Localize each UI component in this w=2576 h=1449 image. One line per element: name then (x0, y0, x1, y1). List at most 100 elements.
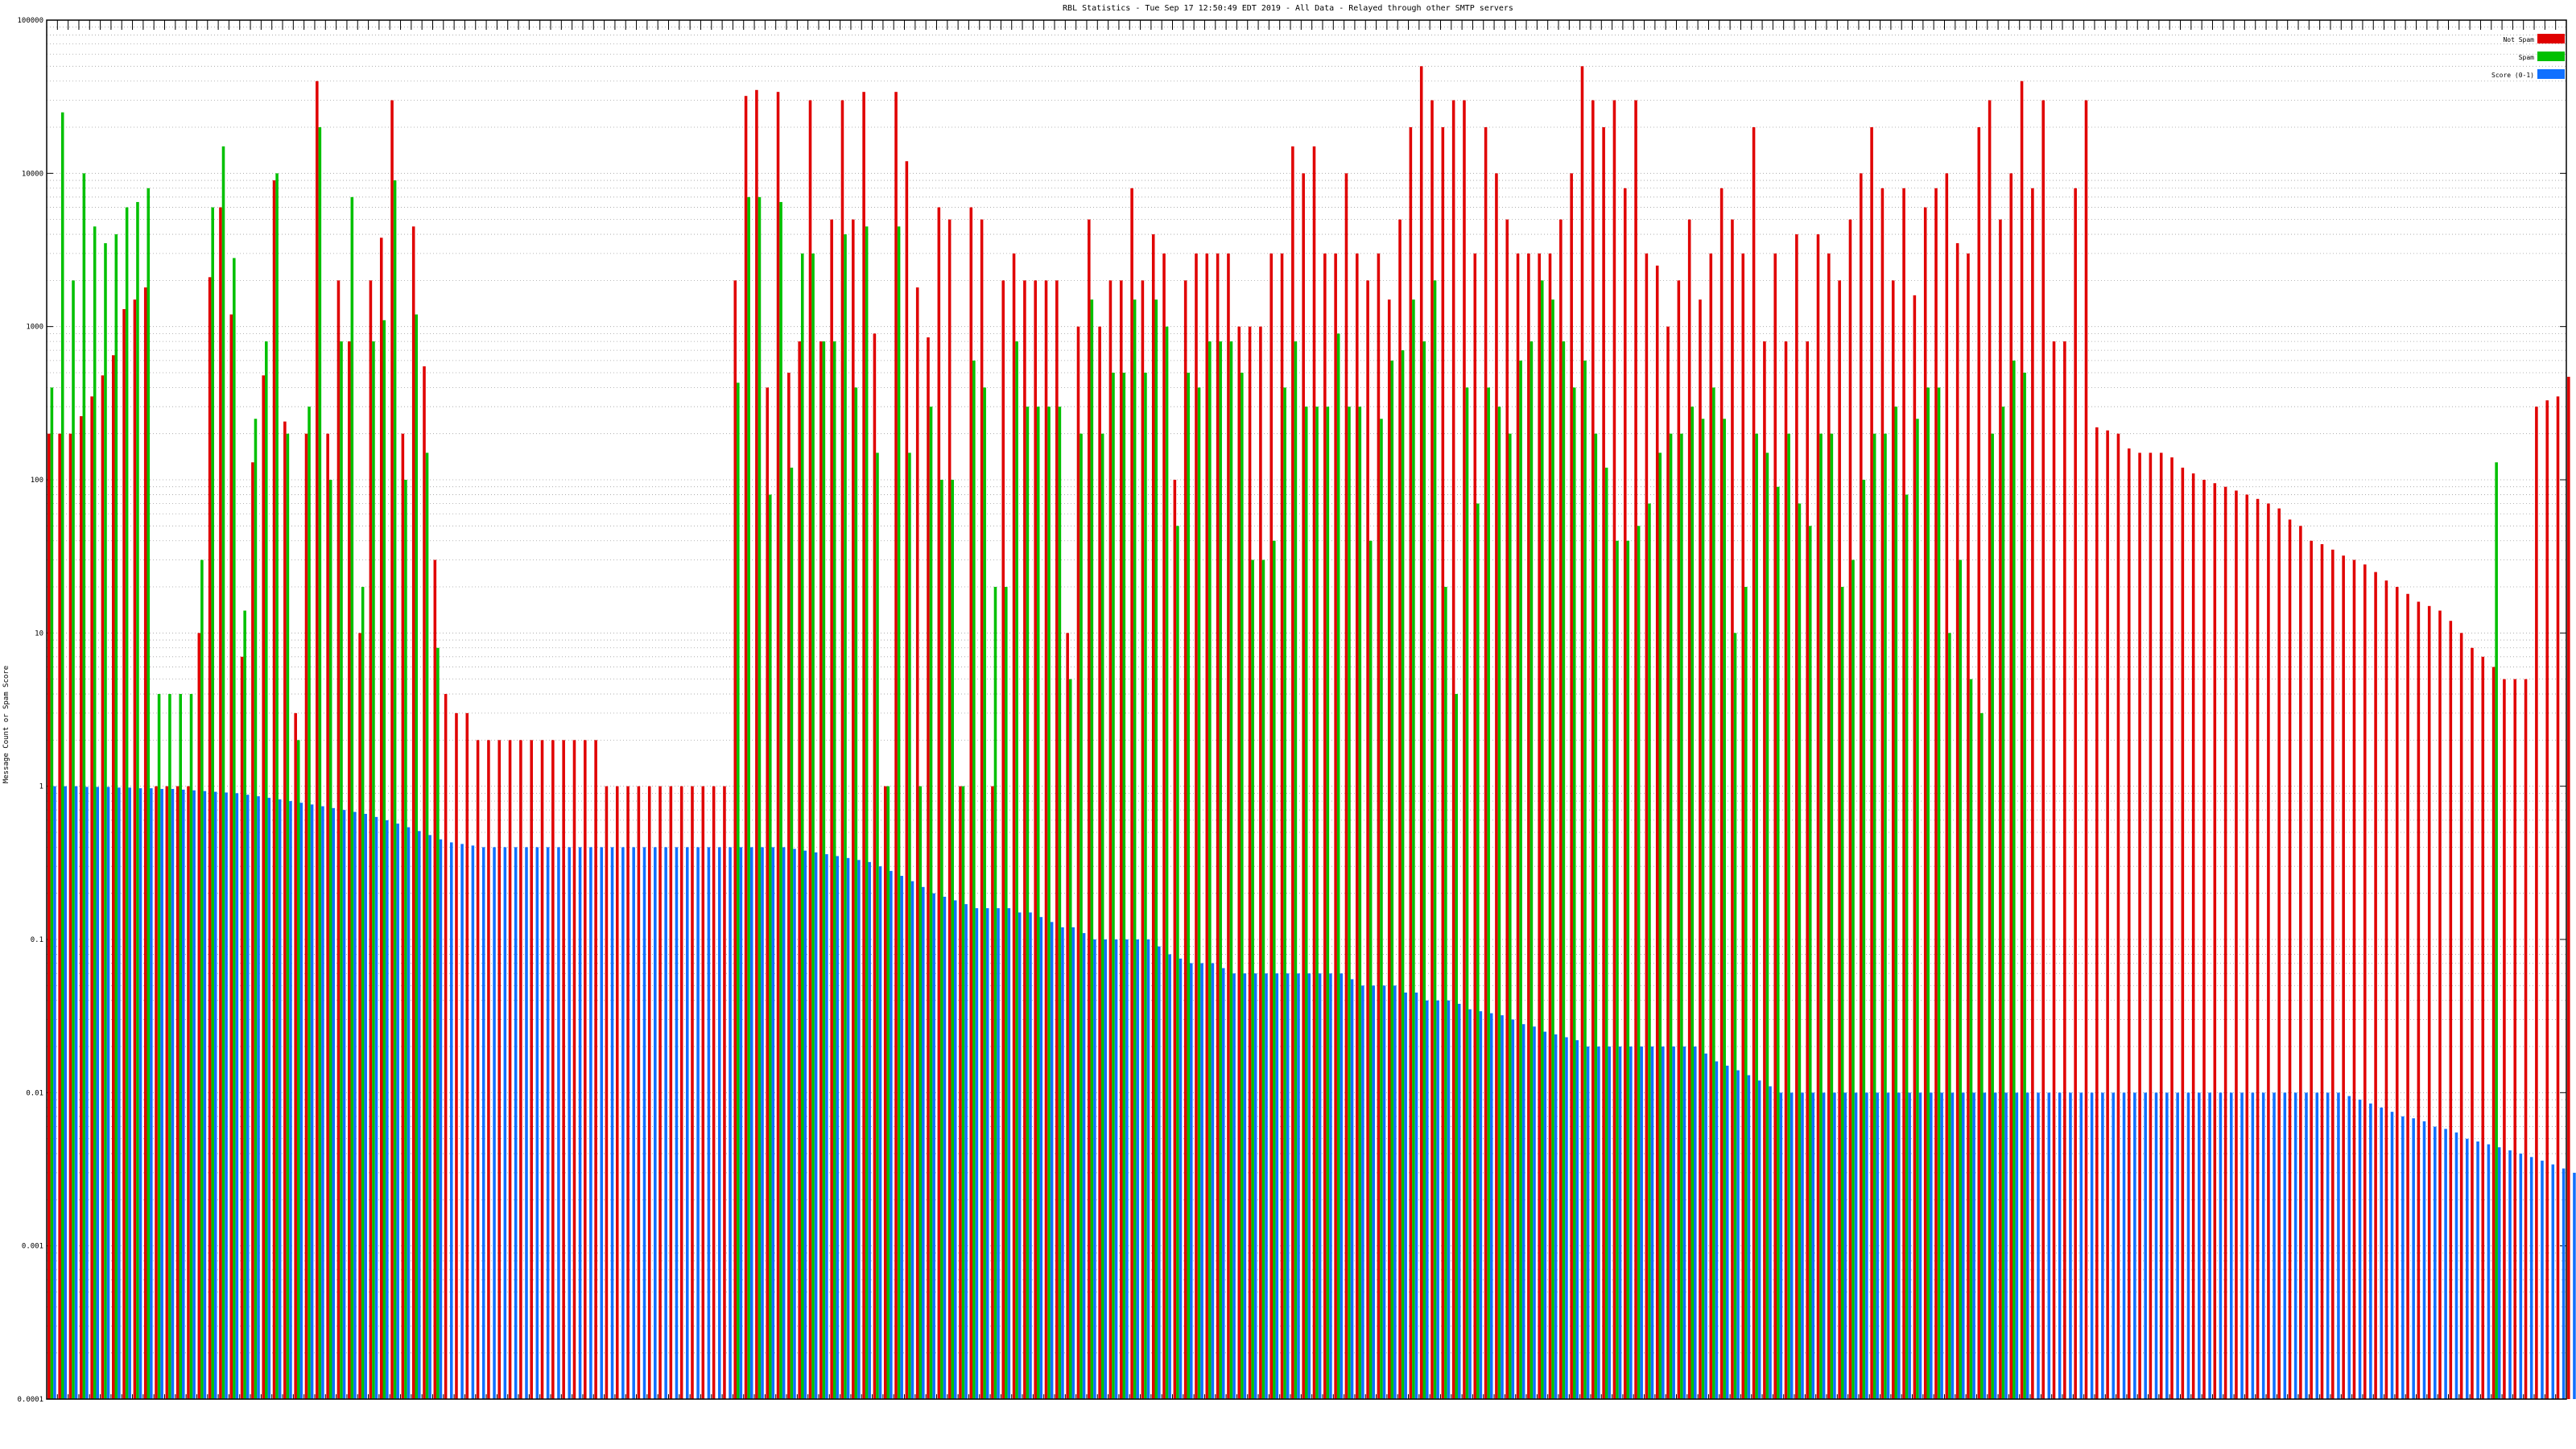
bar (959, 786, 962, 1399)
bar (1323, 253, 1327, 1399)
bar (654, 847, 657, 1399)
bar (910, 881, 914, 1399)
bar (1422, 341, 1426, 1400)
bar (1034, 280, 1037, 1400)
bar (961, 786, 965, 1399)
bar (1200, 963, 1203, 1399)
y-axis-label: Message Count or Spam Score (2, 666, 10, 783)
bar (1336, 333, 1340, 1399)
bar (922, 886, 925, 1399)
bar (832, 341, 836, 1400)
bar (203, 791, 207, 1399)
bar (1183, 280, 1187, 1400)
bar (278, 799, 282, 1399)
bar (2337, 1092, 2340, 1399)
bar (1604, 467, 1608, 1399)
bar (761, 847, 764, 1399)
bar (908, 452, 911, 1400)
bar (535, 847, 539, 1399)
bar (423, 366, 426, 1400)
bar (2551, 1164, 2555, 1399)
bar (857, 860, 861, 1399)
bar (1865, 1092, 1868, 1399)
bar (951, 480, 954, 1399)
bar (1326, 407, 1330, 1399)
bar (1018, 912, 1022, 1399)
bar (1602, 127, 1605, 1399)
bar (632, 847, 635, 1399)
bar (1393, 985, 1397, 1399)
bar (304, 433, 308, 1399)
bar (1455, 694, 1458, 1399)
bar (1540, 280, 1544, 1400)
bar (219, 207, 222, 1399)
bar (257, 796, 260, 1399)
bar (2427, 605, 2431, 1399)
bar (2235, 490, 2238, 1399)
bar (1723, 419, 1726, 1399)
bar (525, 847, 528, 1399)
bar (1463, 100, 1466, 1400)
bar (1926, 387, 1930, 1399)
bar (2127, 448, 2131, 1399)
bar (72, 280, 75, 1400)
plot-frame (46, 19, 2567, 1400)
bar (2063, 341, 2066, 1400)
bar (465, 712, 469, 1399)
bar (296, 740, 300, 1399)
bar (1409, 127, 1413, 1399)
bar (326, 433, 329, 1399)
bar (1543, 1031, 1547, 1399)
legend-label: Score (0-1) (2491, 72, 2534, 79)
bar (830, 219, 833, 1399)
bar (1811, 1092, 1815, 1399)
bar (58, 433, 61, 1399)
bar (1662, 1046, 1665, 1399)
bar (1243, 973, 1247, 1399)
bar (975, 908, 979, 1399)
bar (85, 786, 89, 1399)
bar (2101, 1092, 2104, 1399)
bar (1701, 419, 1705, 1399)
bar (980, 219, 984, 1399)
bar (2444, 1129, 2447, 1399)
bar (2245, 494, 2249, 1399)
bar (449, 842, 453, 1399)
bar (2562, 1168, 2566, 1399)
bar (1248, 326, 1252, 1400)
bar (1302, 173, 1305, 1399)
bar (1497, 407, 1501, 1399)
bar (2149, 452, 2153, 1400)
bar (1179, 958, 1183, 1399)
bar (122, 308, 126, 1399)
bar (1934, 188, 1938, 1399)
y-tick-label: 100 (31, 477, 43, 485)
bar (1972, 1092, 1975, 1399)
bar (2495, 462, 2498, 1400)
bar (1007, 908, 1011, 1399)
bar (685, 847, 689, 1399)
bar (1261, 559, 1265, 1399)
bar (840, 100, 844, 1400)
bar (1752, 127, 1756, 1399)
bar (1977, 127, 1981, 1399)
bar (2208, 1092, 2211, 1399)
bar (211, 207, 214, 1399)
bar (1902, 188, 1905, 1399)
bar (1830, 433, 1834, 1399)
bar (1554, 1034, 1558, 1399)
bar (551, 740, 555, 1399)
bar (2229, 1092, 2233, 1399)
bar (1329, 973, 1332, 1399)
bar (836, 856, 840, 1399)
bar (1419, 66, 1423, 1400)
bar (1626, 540, 1630, 1400)
bar (189, 694, 193, 1399)
bar (2342, 555, 2345, 1399)
bar (1005, 587, 1008, 1399)
bar (793, 848, 796, 1399)
bar (308, 407, 311, 1399)
bar (2471, 647, 2474, 1399)
bar (1312, 146, 1316, 1400)
